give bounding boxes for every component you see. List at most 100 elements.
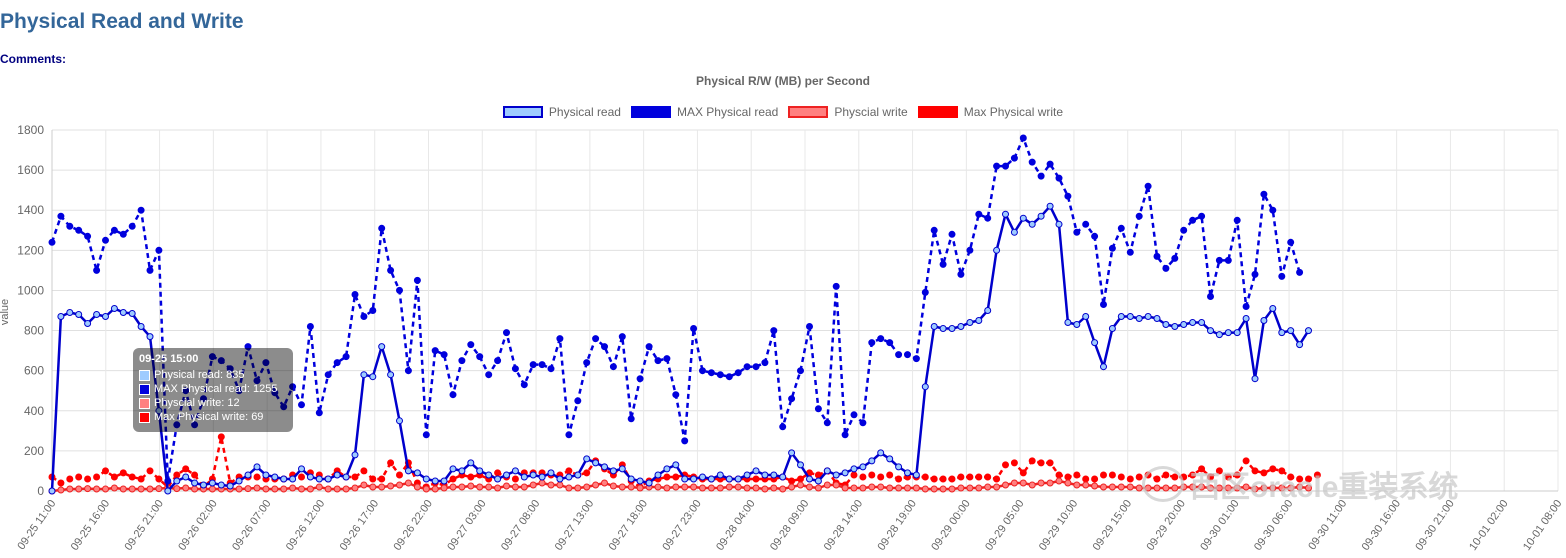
point-physical-read[interactable] [57,313,65,320]
point-physcial-write[interactable] [921,485,929,493]
point-physcial-write[interactable] [173,485,181,493]
point-max-physical-read[interactable] [413,276,421,284]
point-physcial-write[interactable] [1251,485,1259,493]
point-max-physical-write[interactable] [895,475,903,483]
point-physcial-write[interactable] [601,479,608,487]
point-physical-read[interactable] [761,471,769,479]
point-max-physical-read[interactable] [1215,256,1223,264]
point-physcial-write[interactable] [654,483,662,491]
point-max-physical-read[interactable] [1135,212,1143,220]
point-max-physical-write[interactable] [877,473,885,481]
point-max-physical-read[interactable] [921,288,929,296]
point-physcial-write[interactable] [627,483,635,491]
point-max-physical-read[interactable] [155,246,163,254]
point-max-physical-read[interactable] [761,359,769,367]
point-max-physical-read[interactable] [574,397,582,405]
point-max-physical-read[interactable] [1126,248,1134,256]
point-max-physical-read[interactable] [1287,238,1295,246]
point-physcial-write[interactable] [1073,481,1081,489]
point-max-physical-write[interactable] [663,473,671,481]
point-physical-read[interactable] [1278,329,1286,337]
point-physical-read[interactable] [315,475,323,483]
point-physcial-write[interactable] [1305,484,1312,492]
point-physical-read[interactable] [814,477,822,485]
point-physcial-write[interactable] [752,484,760,492]
point-physical-read[interactable] [806,475,813,483]
point-max-physical-write[interactable] [939,475,947,483]
point-physcial-write[interactable] [1269,484,1277,492]
point-physical-read[interactable] [128,310,136,317]
point-physical-read[interactable] [351,451,359,459]
point-max-physical-read[interactable] [387,266,395,274]
point-physical-read[interactable] [1207,327,1214,335]
point-physcial-write[interactable] [984,483,992,491]
point-max-physical-write[interactable] [1091,475,1099,483]
point-physical-read[interactable] [164,487,172,495]
point-physical-read[interactable] [1189,319,1197,326]
point-max-physical-read[interactable] [681,437,689,445]
point-max-physical-read[interactable] [476,353,484,361]
point-max-physical-write[interactable] [182,465,190,473]
point-physcial-write[interactable] [57,486,65,494]
point-physical-read[interactable] [1144,313,1152,320]
point-physical-read[interactable] [75,311,83,318]
point-max-physical-write[interactable] [752,475,760,483]
point-physcial-write[interactable] [1064,479,1072,487]
point-physcial-write[interactable] [476,483,484,491]
point-physical-read[interactable] [262,471,270,479]
point-physcial-write[interactable] [583,483,591,491]
point-physical-read[interactable] [422,475,430,483]
point-max-physical-read[interactable] [324,371,332,379]
point-physcial-write[interactable] [797,481,804,489]
point-max-physical-write[interactable] [1233,471,1241,479]
point-max-physical-write[interactable] [57,479,65,487]
point-physcial-write[interactable] [93,485,101,493]
point-physcial-write[interactable] [1296,483,1304,491]
point-max-physical-read[interactable] [182,387,190,395]
point-max-physical-write[interactable] [351,473,359,481]
point-max-physical-read[interactable] [369,307,377,314]
point-max-physical-write[interactable] [966,473,974,481]
point-physical-read[interactable] [1242,315,1250,322]
point-max-physical-read[interactable] [458,357,466,365]
point-physcial-write[interactable] [1010,479,1018,487]
point-physical-read[interactable] [378,343,386,351]
point-max-physical-write[interactable] [1260,469,1268,477]
point-physcial-write[interactable] [75,485,83,493]
point-max-physical-read[interactable] [449,391,457,399]
point-max-physical-read[interactable] [48,238,56,246]
point-physical-read[interactable] [1251,375,1259,383]
point-physcial-write[interactable] [948,485,956,493]
point-max-physical-read[interactable] [663,355,671,363]
point-max-physical-read[interactable] [806,323,813,330]
point-max-physical-read[interactable] [511,365,519,373]
point-physical-read[interactable] [1019,214,1027,222]
point-physical-read[interactable] [485,471,493,479]
point-max-physical-read[interactable] [565,431,573,439]
point-physcial-write[interactable] [280,485,288,493]
point-physical-read[interactable] [1010,228,1018,236]
point-max-physical-read[interactable] [1260,190,1268,198]
point-physcial-write[interactable] [503,482,510,490]
point-physcial-write[interactable] [494,484,502,492]
point-physcial-write[interactable] [1215,484,1223,492]
point-physical-read[interactable] [583,455,591,463]
point-physcial-write[interactable] [1002,481,1009,489]
point-max-physical-read[interactable] [627,415,635,423]
point-physical-read[interactable] [1064,319,1072,326]
point-max-physical-read[interactable] [984,214,992,222]
point-max-physical-read[interactable] [137,206,145,214]
point-physcial-write[interactable] [253,484,261,492]
point-physcial-write[interactable] [672,483,680,491]
point-max-physical-read[interactable] [110,226,118,234]
point-physcial-write[interactable] [467,482,475,490]
point-max-physical-read[interactable] [119,230,127,238]
point-physcial-write[interactable] [271,485,279,493]
point-max-physical-read[interactable] [1028,158,1036,166]
point-max-physical-read[interactable] [173,421,181,429]
point-physcial-write[interactable] [458,483,466,491]
point-physical-read[interactable] [110,305,118,312]
point-max-physical-write[interactable] [119,469,127,477]
point-physical-read[interactable] [1046,202,1054,210]
point-max-physical-read[interactable] [360,313,368,320]
